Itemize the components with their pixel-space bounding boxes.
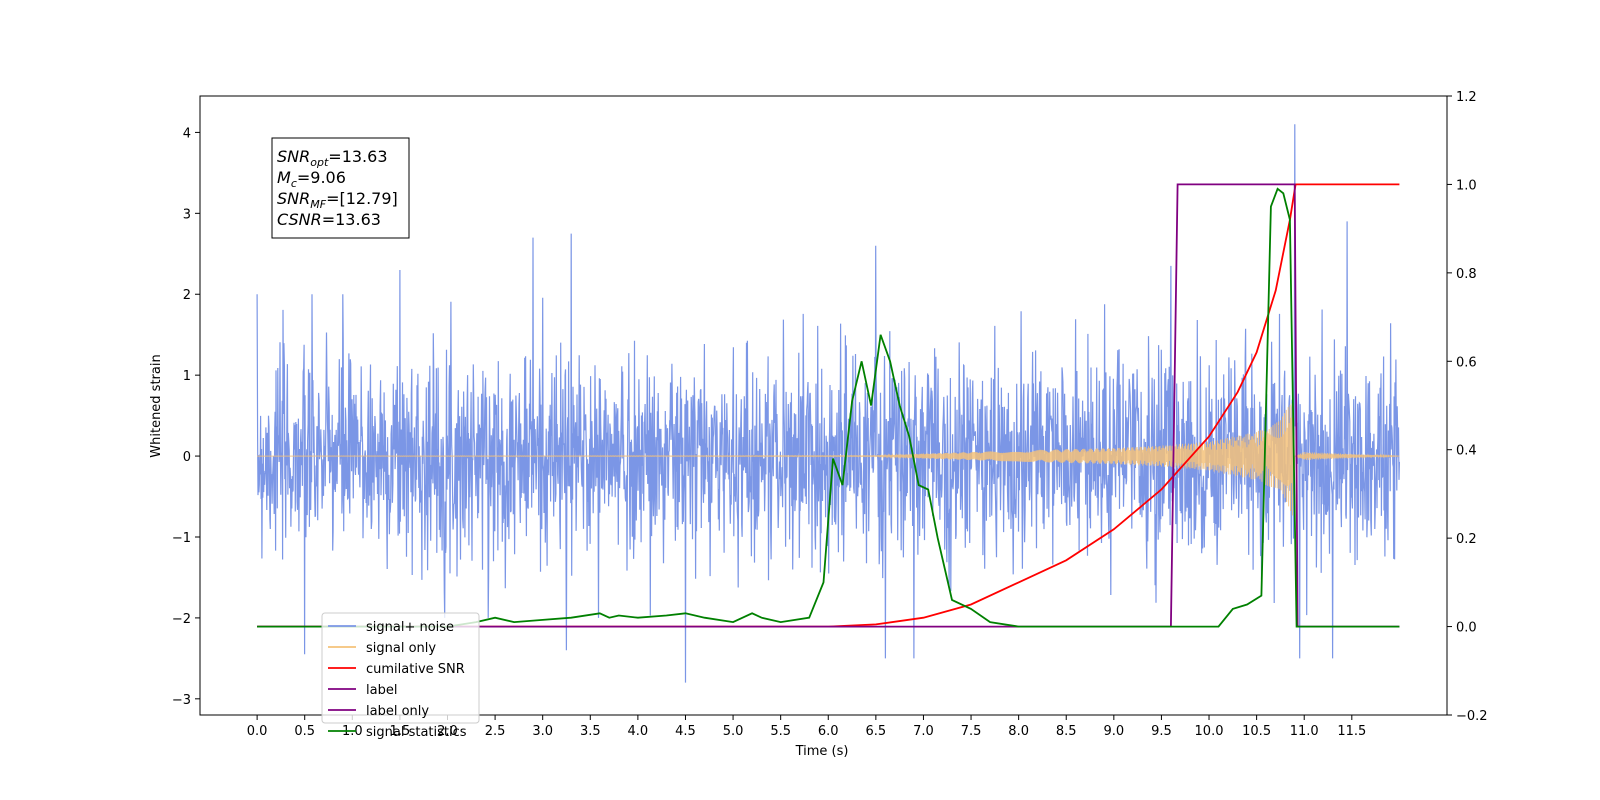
legend-label: signal only [366, 641, 436, 656]
legend: signal+ noise signal only cumilative SNR la… [321, 612, 480, 740]
y2-tick-label: 0.2 [1456, 532, 1477, 547]
y2-tick-label: 1.0 [1456, 178, 1477, 193]
legend-label: signal+ noise [366, 620, 454, 635]
x-tick-label: 9.0 [1103, 724, 1124, 739]
legend-label: cumilative SNR [366, 662, 465, 677]
x-tick-label: 2.0 [437, 724, 458, 739]
annotation-line: SNRopt=13.63 [277, 147, 388, 169]
series-line-cumilative-snr [257, 183, 1400, 628]
x-axis-label: Time (s) [795, 744, 849, 759]
y2-tick-label: 0.6 [1456, 355, 1477, 370]
legend-label: label only [366, 704, 429, 719]
x-tick-label: 0.0 [247, 724, 268, 739]
y-tick-label: −3 [172, 693, 191, 708]
x-tick-label: 2.5 [485, 724, 506, 739]
annotation-line: Mc=9.06 [277, 168, 346, 190]
annotation-box: SNRopt=13.63Mc=9.06SNRMF=[12.79]CSNR=13.… [271, 137, 410, 239]
annotation-line: SNRMF=[12.79] [277, 189, 398, 211]
series-layer [256, 124, 1400, 683]
x-tick-label: 7.0 [913, 724, 934, 739]
x-axis: 0.0 0.5 1.0 1.5 2.0 2.5 3.0 3.5 4.0 4.5 5.0 5.5 6.0 6… [247, 715, 1366, 739]
legend-label: signal statistics [366, 725, 467, 740]
y2-tick-label: 0.8 [1456, 267, 1477, 282]
x-tick-label: 4.5 [675, 724, 696, 739]
x-tick-label: 11.0 [1290, 724, 1319, 739]
plot-frame [199, 95, 1448, 716]
x-tick-label: 0.5 [294, 724, 315, 739]
y2-tick-label: −0.2 [1456, 709, 1488, 724]
x-tick-label: 6.0 [818, 724, 839, 739]
x-tick-label: 9.5 [1151, 724, 1172, 739]
y-tick-label: 0 [183, 450, 191, 465]
y2-tick-label: 0.4 [1456, 444, 1477, 459]
legend-label: label [366, 683, 397, 698]
legend-frame [321, 612, 480, 724]
y-axis-right: −0.2 0.0 0.2 0.4 0.6 0.8 1.0 1.2 [1447, 90, 1488, 724]
y-tick-label: 3 [183, 207, 191, 222]
x-tick-label: 4.0 [628, 724, 649, 739]
x-tick-label: 7.5 [961, 724, 982, 739]
annotation-frame [271, 137, 410, 239]
x-tick-label: 3.0 [532, 724, 553, 739]
x-tick-label: 8.0 [1008, 724, 1029, 739]
y-axis-left: −3 −2 −1 0 1 2 3 4 [172, 126, 200, 708]
y-tick-label: −1 [172, 531, 191, 546]
x-tick-label: 6.5 [866, 724, 887, 739]
annotation-line: CSNR=13.63 [277, 210, 381, 229]
y-tick-label: 4 [183, 126, 191, 141]
y-tick-label: −2 [172, 612, 191, 627]
y2-tick-label: 0.0 [1456, 621, 1477, 636]
x-tick-label: 11.5 [1337, 724, 1366, 739]
x-tick-label: 10.5 [1242, 724, 1271, 739]
x-tick-label: 1.5 [390, 724, 411, 739]
series-line-signal-statistics [257, 187, 1400, 628]
x-tick-label: 3.5 [580, 724, 601, 739]
x-tick-label: 5.5 [770, 724, 791, 739]
x-tick-label: 5.0 [723, 724, 744, 739]
x-tick-label: 10.0 [1195, 724, 1224, 739]
y-tick-label: 2 [183, 288, 191, 303]
series-line-signal-only [257, 403, 1400, 516]
y-tick-label: 1 [183, 369, 191, 384]
y2-tick-label: 1.2 [1456, 90, 1477, 105]
y-axis-label: Whitened strain [149, 354, 164, 457]
x-tick-label: 8.5 [1056, 724, 1077, 739]
